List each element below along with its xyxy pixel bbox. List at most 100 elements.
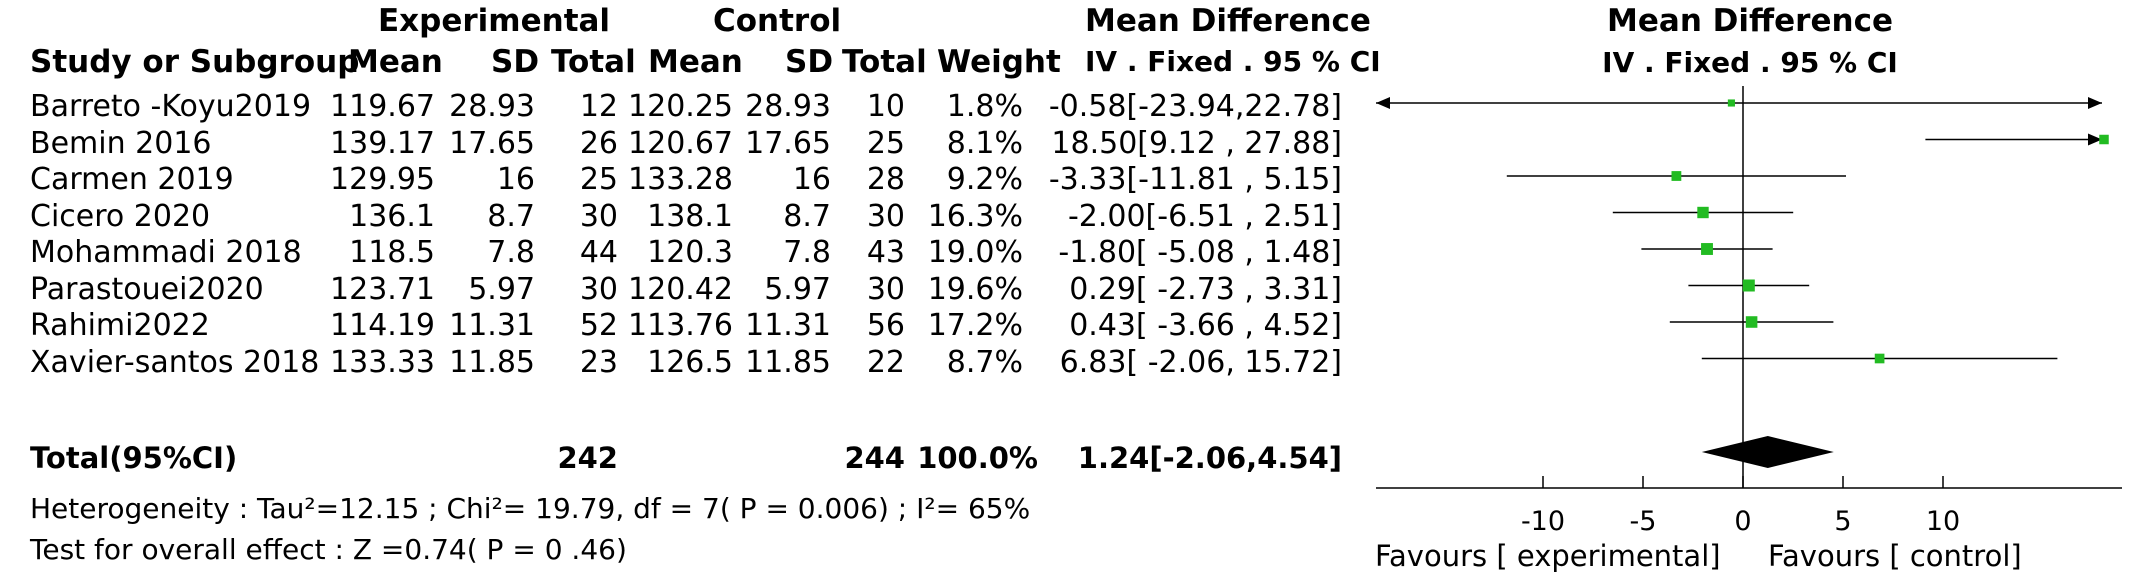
x-tick-label: -5 <box>1630 506 1657 537</box>
ctl-sd: 8.7 <box>783 198 831 234</box>
study-name: Barreto -Koyu2019 <box>30 89 312 124</box>
ctl-sd: 16 <box>792 162 831 197</box>
study-name: Rahimi2022 <box>30 308 210 343</box>
weight: 16.3% <box>927 198 1023 234</box>
exp-mean: 133.33 <box>330 344 435 380</box>
ci-text: 0.43[ -3.66 , 4.52] <box>1069 308 1342 343</box>
plot-subtitle: IV . Fixed . 95 % CI <box>1602 46 1898 79</box>
exp-total: 44 <box>579 235 618 270</box>
exp-sd: 28.93 <box>449 89 535 124</box>
ctl-mean: 138.1 <box>647 198 733 234</box>
exp-sd: 16 <box>496 162 535 197</box>
exp-sd: 8.7 <box>487 198 535 234</box>
header-ctl-total: Total <box>842 44 927 80</box>
header-ctl-sd: SD <box>785 44 834 80</box>
exp-mean: 118.5 <box>349 235 435 270</box>
xlabel-right: Favours [ control] <box>1768 539 2022 573</box>
ctl-mean: 126.5 <box>647 344 733 380</box>
ctl-total: 43 <box>866 235 905 270</box>
point-estimate-square <box>1742 279 1755 292</box>
ctl-total: 25 <box>866 125 905 161</box>
exp-sd: 17.65 <box>449 125 535 161</box>
weight: 9.2% <box>946 162 1023 197</box>
header-exp-total: Total <box>551 44 636 80</box>
weight: 8.1% <box>946 125 1023 161</box>
ci-text: 6.83[ -2.06, 15.72] <box>1059 344 1342 380</box>
total-weight: 100.0% <box>917 441 1038 475</box>
exp-mean: 123.71 <box>330 271 435 307</box>
exp-total: 23 <box>579 344 618 380</box>
ctl-total: 30 <box>866 271 905 307</box>
x-tick-label: 5 <box>1834 506 1851 537</box>
header-control: Control <box>713 3 842 39</box>
weight: 1.8% <box>946 89 1023 124</box>
exp-mean: 139.17 <box>330 125 435 161</box>
ci-text: -1.80[ -5.08 , 1.48] <box>1058 235 1342 270</box>
exp-mean: 119.67 <box>330 89 435 124</box>
weight: 19.0% <box>927 235 1023 270</box>
ctl-mean: 120.67 <box>628 125 733 161</box>
ctl-mean: 120.42 <box>628 271 733 307</box>
ctl-sd: 28.93 <box>745 89 831 124</box>
exp-total: 12 <box>579 89 618 124</box>
exp-sd: 11.31 <box>449 308 535 343</box>
pooled-diamond <box>1701 436 1834 468</box>
exp-total: 52 <box>579 308 618 343</box>
ci-text: -0.58[-23.94,22.78] <box>1048 89 1342 124</box>
ctl-mean: 133.28 <box>628 162 733 197</box>
total-ci: 1.24[-2.06,4.54] <box>1077 441 1342 475</box>
xlabel-left: Favours [ experimental] <box>1375 539 1721 573</box>
ctl-sd: 17.65 <box>745 125 831 161</box>
heterogeneity-text: Heterogeneity : Tau²=12.15 ; Chi²= 19.79… <box>30 492 1031 525</box>
ci-text: -2.00[-6.51 , 2.51] <box>1067 198 1342 234</box>
total-ctl-total: 244 <box>844 441 905 475</box>
ctl-mean: 120.25 <box>628 89 733 124</box>
weight: 17.2% <box>927 308 1023 343</box>
exp-sd: 5.97 <box>468 271 535 307</box>
exp-mean: 129.95 <box>330 162 435 197</box>
header-ctl-mean: Mean <box>648 44 743 80</box>
study-name: Xavier-santos 2018 <box>30 344 320 380</box>
ctl-sd: 11.31 <box>745 308 831 343</box>
exp-sd: 7.8 <box>487 235 535 270</box>
exp-total: 26 <box>579 125 618 161</box>
exp-total: 30 <box>579 198 618 234</box>
point-estimate-square <box>1671 171 1682 181</box>
ci-text: 18.50[9.12 , 27.88] <box>1051 125 1342 161</box>
point-estimate-square <box>1745 316 1758 328</box>
ctl-sd: 11.85 <box>745 344 831 380</box>
ctl-total: 10 <box>866 89 905 124</box>
ctl-mean: 120.3 <box>647 235 733 270</box>
exp-total: 25 <box>579 162 618 197</box>
x-tick-label: -10 <box>1521 506 1565 537</box>
x-tick-label: 10 <box>1926 506 1960 537</box>
point-estimate-square <box>1727 99 1735 107</box>
ctl-total: 22 <box>866 344 905 380</box>
study-name: Bemin 2016 <box>30 125 212 161</box>
header-mean-difference: Mean Difference <box>1085 3 1371 39</box>
ci-arrow-right <box>2088 133 2102 146</box>
header-study-or-subgroup: Study or Subgroup <box>30 44 360 80</box>
point-estimate-square <box>1874 353 1885 364</box>
header-exp-sd: SD <box>491 44 540 80</box>
study-name: Cicero 2020 <box>30 198 211 234</box>
ctl-sd: 5.97 <box>764 271 831 307</box>
study-name: Parastouei2020 <box>30 271 264 307</box>
x-tick-label: 0 <box>1734 506 1751 537</box>
overall-effect-text: Test for overall effect : Z =0.74( P = 0… <box>30 533 627 566</box>
header-weight: Weight <box>937 44 1061 80</box>
total-label: Total(95%CI) <box>30 441 238 475</box>
ctl-sd: 7.8 <box>783 235 831 270</box>
weight: 8.7% <box>946 344 1023 380</box>
ci-text: 0.29[ -2.73 , 3.31] <box>1069 271 1342 307</box>
study-name: Mohammadi 2018 <box>30 235 302 270</box>
plot-title: Mean Difference <box>1607 3 1893 39</box>
ctl-mean: 113.76 <box>628 308 733 343</box>
total-exp-total: 242 <box>557 441 618 475</box>
weight: 19.6% <box>927 271 1023 307</box>
ctl-total: 56 <box>866 308 905 343</box>
exp-sd: 11.85 <box>449 344 535 380</box>
point-estimate-square <box>2099 134 2109 145</box>
ci-arrow-left <box>1376 97 1390 109</box>
point-estimate-square <box>1697 206 1709 219</box>
